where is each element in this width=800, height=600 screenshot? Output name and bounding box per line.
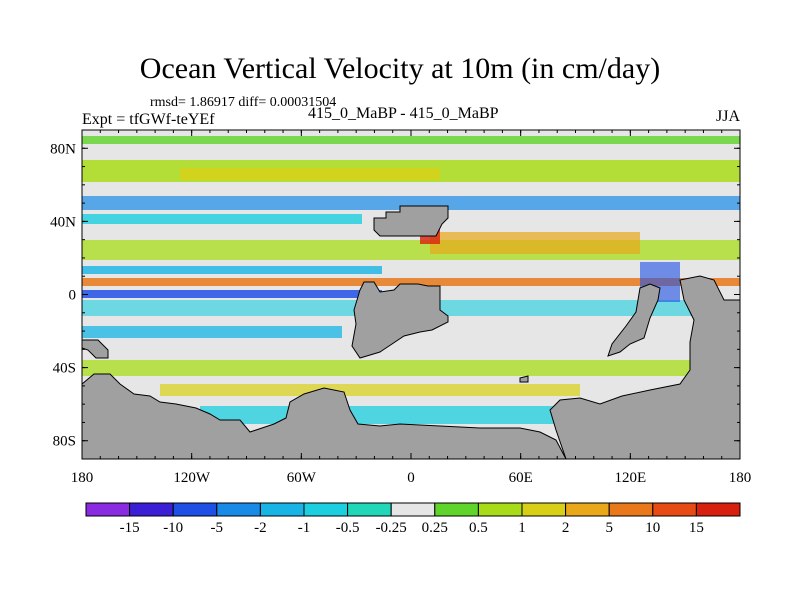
southern-ocean-band: [160, 384, 580, 396]
x-axis: 180 120W 60W 0 60E 120E 180: [71, 130, 752, 486]
land-island: [519, 375, 529, 383]
tropic-down-band: [82, 266, 382, 274]
subtropic-band: [82, 240, 740, 260]
colorbar-swatch: [303, 502, 349, 517]
colorbar-label: 0.25: [422, 520, 448, 536]
colorbar-swatch: [390, 502, 436, 517]
land-australia-antarctica: [549, 275, 741, 460]
north-positive-band: [180, 168, 440, 180]
experiment-label: Expt = tfGWf-teYEf: [82, 111, 215, 128]
x-tick-label: 120W: [173, 470, 211, 486]
south-up-band: [82, 360, 740, 376]
colorbar-swatch: [695, 502, 741, 517]
southern-down-band: [200, 406, 580, 424]
colorbar-label: -0.25: [376, 520, 407, 536]
land-south-asia: [607, 283, 661, 357]
comparison-label: 415_0_MaBP - 415_0_MaBP: [308, 105, 499, 122]
colorbar-label: 5: [605, 520, 613, 536]
land-south-america-fragment: [81, 339, 109, 359]
equator-down-band: [82, 290, 382, 298]
colorbar-swatch: [129, 502, 174, 517]
y-tick-label: 80N: [50, 141, 76, 157]
colorbar-swatch: [347, 502, 392, 517]
map-title: Ocean Vertical Velocity at 10m (in cm/da…: [139, 52, 661, 85]
colorbar-label: -5: [211, 520, 224, 536]
colorbar-label: 15: [689, 520, 704, 536]
south-down-band: [82, 326, 342, 338]
colorbar-label: 10: [645, 520, 660, 536]
north-down-band-2: [82, 214, 362, 224]
colorbar-label: 2: [562, 520, 570, 536]
colorbar-swatch: [608, 502, 654, 517]
colorbar-swatch: [521, 502, 567, 517]
subtropic-positive: [430, 232, 640, 254]
land-africa: [351, 281, 449, 359]
colorbar-swatch: [85, 502, 131, 517]
colorbar-label: -2: [254, 520, 267, 536]
land-antarctica-west: [81, 373, 567, 460]
y-tick-label: 40N: [50, 214, 76, 230]
colorbar-label: -15: [120, 520, 140, 536]
stats-label: rmsd= 1.86917 diff= 0.00031504: [150, 95, 337, 110]
colorbar-swatch: [259, 502, 305, 517]
colorbar-swatch: [216, 502, 261, 517]
x-tick-label: 60W: [287, 470, 317, 486]
colorbar: -15 -10 -5 -2 -1 -0.5 -0.25 0.25 0.5 1 2 5 10 15: [85, 502, 741, 536]
colorbar-label: -10: [163, 520, 183, 536]
season-label: JJA: [715, 108, 740, 125]
x-tick-label: 120E: [614, 470, 646, 486]
x-tick-label: 180: [729, 470, 752, 486]
colorbar-swatch: [172, 502, 218, 517]
y-tick-label: 80S: [53, 434, 76, 450]
land-europe: [373, 205, 449, 237]
colorbar-label: 0.5: [469, 520, 488, 536]
colorbar-swatch: [565, 502, 610, 517]
x-tick-label: 0: [407, 470, 415, 486]
x-tick-label: 180: [71, 470, 94, 486]
y-tick-label: 40S: [53, 361, 76, 377]
colorbar-swatch: [477, 502, 523, 517]
y-tick-label: 0: [69, 288, 77, 304]
colorbar-label: -0.5: [336, 520, 360, 536]
land-masses: [81, 205, 741, 460]
colorbar-label: 1: [518, 520, 526, 536]
equator-up-band: [82, 278, 740, 286]
north-downwelling-band: [82, 196, 740, 210]
arctic-band: [82, 136, 740, 144]
y-axis: 80N 40N 0 40S 80S: [50, 129, 740, 460]
colorbar-swatch: [652, 502, 697, 517]
x-tick-label: 60E: [509, 470, 533, 486]
colorbar-label: -1: [298, 520, 311, 536]
colorbar-swatch: [434, 502, 479, 517]
